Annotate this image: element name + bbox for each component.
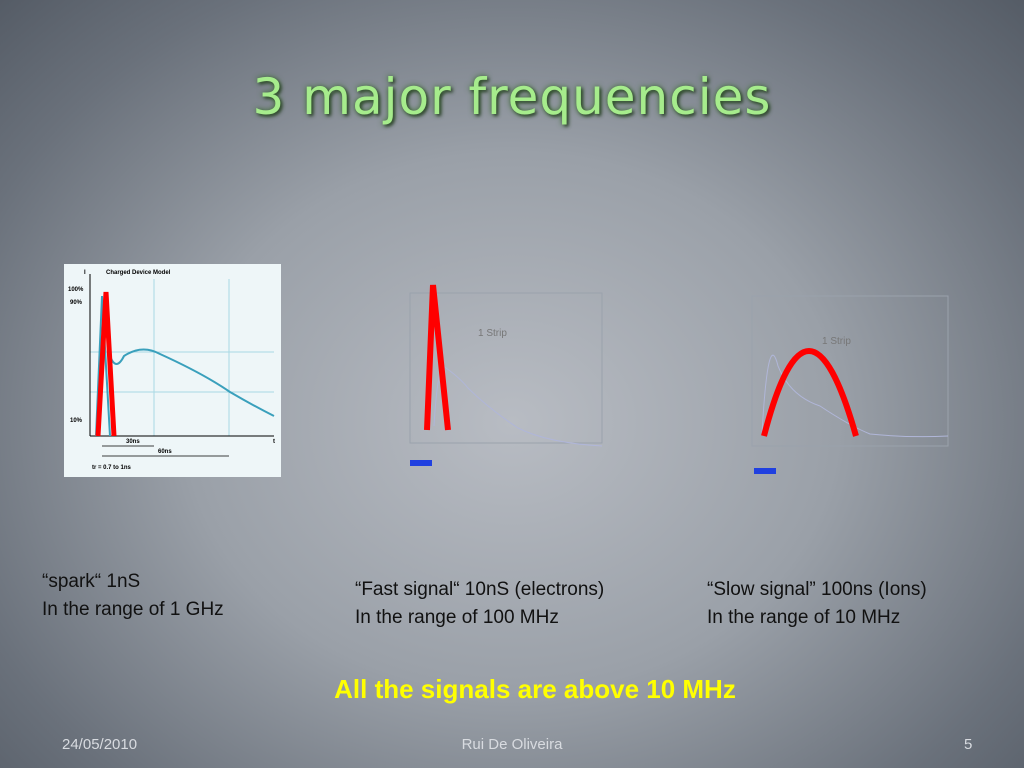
axis-label: I	[84, 270, 86, 276]
figure-fast: 1 Strip	[409, 284, 603, 466]
figure-cdm: Charged Device Model I t 100% 90% 10% 30…	[64, 264, 281, 477]
slide-title: 3 major frequencies	[252, 68, 772, 126]
caption-line: In the range of 100 MHz	[355, 607, 559, 628]
level-label: 90%	[70, 300, 83, 306]
caption-line: “Fast signal“ 10nS (electrons)	[355, 579, 605, 600]
rise-label: tr = 0.7 to 1ns	[92, 465, 132, 471]
caption: “spark“ 1nS In the range of 1 GHz	[42, 568, 224, 624]
span-label: 30ns	[126, 439, 140, 445]
caption-line: “Slow signal” 100ns (Ions)	[707, 579, 927, 600]
scope-label: 1 Strip	[478, 328, 507, 339]
footer-page: 5	[964, 736, 973, 753]
level-label: 100%	[68, 287, 84, 293]
fig-heading: Charged Device Model	[106, 270, 171, 276]
caption-line: In the range of 10 MHz	[707, 607, 901, 628]
caption-line: In the range of 1 GHz	[42, 599, 224, 620]
caption: “Fast signal“ 10nS (electrons) In the ra…	[355, 576, 604, 632]
axis-label: t	[273, 439, 275, 445]
figure-slow: 1 Strip	[751, 295, 949, 474]
caption-line: “spark“ 1nS	[42, 571, 141, 592]
highlight: All the signals are above 10 MHz	[334, 674, 736, 704]
span-label: 60ns	[158, 449, 172, 455]
level-label: 10%	[70, 418, 83, 424]
caption: “Slow signal” 100ns (Ions) In the range …	[707, 576, 927, 632]
scope-label: 1 Strip	[822, 336, 851, 347]
footer-author: Rui De Oliveira	[461, 736, 563, 753]
footer-date: 24/05/2010	[62, 736, 138, 753]
